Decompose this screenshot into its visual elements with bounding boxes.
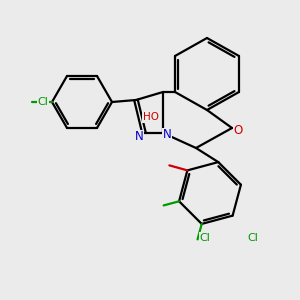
Text: O: O [233,124,243,136]
Text: Cl: Cl [200,233,210,243]
Text: N: N [163,128,171,142]
Text: Cl: Cl [248,233,258,243]
Text: HO: HO [143,112,159,122]
Text: N: N [135,130,143,143]
Text: Cl: Cl [38,97,48,107]
